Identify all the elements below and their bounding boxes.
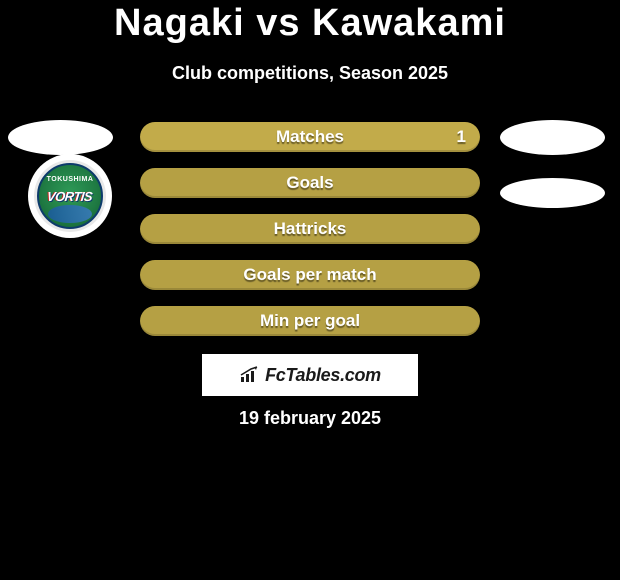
stat-row-matches: Matches 1 [140,122,480,152]
stat-label: Goals [286,173,333,193]
page-title: Nagaki vs Kawakami [0,2,620,45]
stat-label: Matches [276,127,344,147]
stat-row-hattricks: Hattricks [140,214,480,244]
team-badge-main-text: VORTIS [47,189,94,204]
team-left-badge: TOKUSHIMA VORTIS [28,154,112,238]
stat-row-min-per-goal: Min per goal [140,306,480,336]
date-text: 19 february 2025 [0,408,620,429]
player-right-avatar-placeholder [500,120,605,155]
stat-value: 1 [457,127,466,147]
stat-label: Hattricks [274,219,347,239]
branding-text: FcTables.com [265,365,381,386]
page-subtitle: Club competitions, Season 2025 [0,63,620,84]
header: Nagaki vs Kawakami Club competitions, Se… [0,0,620,84]
chart-icon [239,366,261,384]
team-badge-top-text: TOKUSHIMA [47,176,94,183]
team-badge-inner: TOKUSHIMA VORTIS [37,163,103,229]
player-left-avatar-placeholder [8,120,113,155]
stat-row-goals-per-match: Goals per match [140,260,480,290]
team-right-badge-placeholder [500,178,605,208]
branding-box[interactable]: FcTables.com [202,354,418,396]
stat-label: Goals per match [243,265,376,285]
stat-row-goals: Goals [140,168,480,198]
stats-panel: Matches 1 Goals Hattricks Goals per matc… [140,122,480,352]
team-badge-swirl [48,205,92,223]
stat-label: Min per goal [260,311,360,331]
